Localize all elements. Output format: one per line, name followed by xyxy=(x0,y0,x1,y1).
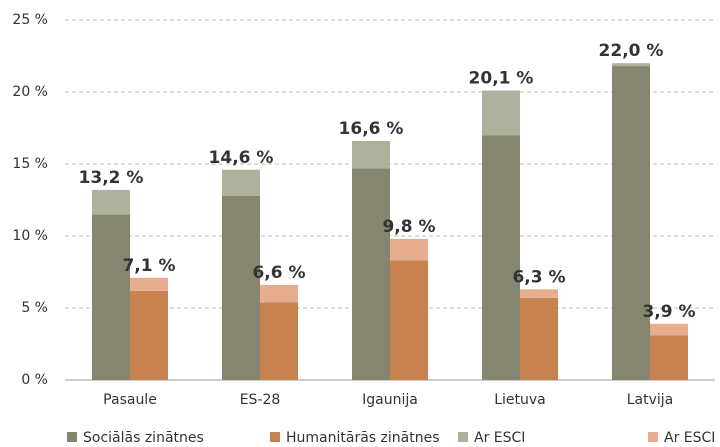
bar-segment xyxy=(260,284,298,303)
data-label: 14,6 % xyxy=(209,148,274,168)
data-label: 22,0 % xyxy=(599,41,664,61)
bar-segment xyxy=(482,135,520,380)
bar-segment xyxy=(92,214,130,380)
bar-segment xyxy=(352,140,390,169)
x-tick-label: ES-28 xyxy=(240,392,281,408)
bar-segment xyxy=(650,323,688,336)
bar-segment xyxy=(390,238,428,261)
bar-segment xyxy=(92,189,130,215)
x-tick-label: Igaunija xyxy=(362,392,418,408)
y-tick-label: 10 % xyxy=(12,228,48,244)
data-label: 20,1 % xyxy=(469,69,534,89)
legend-label: Ar ESCI xyxy=(474,430,525,446)
x-tick-label: Latvija xyxy=(627,392,674,408)
x-tick-label: Pasaule xyxy=(103,392,157,408)
bar-segment xyxy=(130,277,168,291)
data-label: 6,3 % xyxy=(512,267,565,287)
legend-swatch xyxy=(648,432,658,442)
y-tick-label: 25 % xyxy=(12,12,48,28)
data-label: 7,1 % xyxy=(122,256,175,276)
bar-segment xyxy=(222,169,260,196)
bar-segment xyxy=(520,289,558,298)
bar-segment xyxy=(482,90,520,136)
y-tick-label: 20 % xyxy=(12,84,48,100)
bar-segment xyxy=(612,66,650,380)
legend-label: Humanitārās zinātnes xyxy=(286,430,440,446)
bar-segment xyxy=(390,260,428,380)
legend-label: Ar ESCI xyxy=(664,430,715,446)
data-label: 6,6 % xyxy=(252,263,305,283)
bar-segment xyxy=(260,302,298,380)
y-tick-label: 15 % xyxy=(12,156,48,172)
bar-segment xyxy=(612,63,650,67)
data-label: 13,2 % xyxy=(79,168,144,188)
y-tick-label: 0 % xyxy=(21,372,48,388)
data-label: 16,6 % xyxy=(339,119,404,139)
bar-segment xyxy=(222,195,260,380)
legend-swatch xyxy=(67,432,77,442)
legend-swatch xyxy=(458,432,468,442)
bar-segment xyxy=(650,335,688,380)
x-tick-label: Lietuva xyxy=(494,392,546,408)
data-label: 3,9 % xyxy=(642,302,695,322)
data-label: 9,8 % xyxy=(382,217,435,237)
bar-segment xyxy=(520,297,558,380)
legend-swatch xyxy=(270,432,280,442)
y-tick-label: 5 % xyxy=(21,300,48,316)
bar-segment xyxy=(352,168,390,380)
legend-label: Sociālās zinātnes xyxy=(83,430,204,446)
bar-segment xyxy=(130,290,168,380)
